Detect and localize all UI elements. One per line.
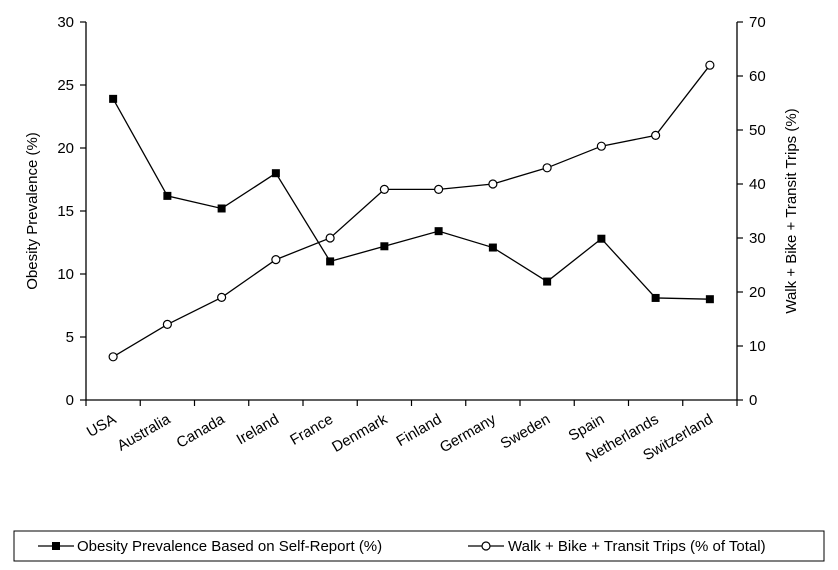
data-point-trips [596, 141, 606, 151]
data-point-trips [651, 130, 661, 140]
series-markers [108, 60, 715, 362]
left-axis-ticks: 0 5 10 15 20 25 30 [57, 14, 86, 409]
data-point-obesity [597, 234, 606, 243]
series-line-obesity [112, 98, 710, 300]
data-point-trips [217, 292, 227, 302]
legend: Obesity Prevalence Based on Self-Report … [13, 530, 825, 562]
series-lines [112, 64, 711, 358]
y-tick-label-left: 30 [57, 14, 74, 31]
right-axis-ticks: 0 10 20 30 40 50 60 70 [737, 14, 766, 409]
axes [85, 22, 738, 401]
data-point-trips [705, 60, 715, 70]
y-tick-label-right: 40 [749, 176, 766, 193]
x-tick-label: Sweden [498, 411, 553, 453]
x-tick-label: Australia [114, 410, 174, 454]
y-tick-label-right: 0 [749, 392, 757, 409]
y-tick-label-right: 50 [749, 122, 766, 139]
legend-marker-obesity [52, 542, 60, 550]
data-point-trips [325, 233, 335, 243]
data-point-obesity [163, 191, 172, 200]
data-point-obesity [326, 257, 335, 266]
data-point-obesity [651, 293, 660, 302]
data-point-trips [542, 163, 552, 173]
legend-marker-trips [481, 541, 491, 551]
y-tick-label-right: 70 [749, 14, 766, 31]
y-tick-label-left: 10 [57, 266, 74, 283]
y-tick-label-left: 15 [57, 203, 74, 220]
data-point-trips [488, 179, 498, 189]
legend-box [13, 530, 825, 562]
x-tick-label: Finland [394, 411, 445, 450]
x-tick-label: Canada [174, 410, 229, 451]
data-point-obesity [109, 94, 118, 103]
y-tick-label-right: 10 [749, 338, 766, 355]
y-tick-label-right: 60 [749, 68, 766, 85]
data-point-obesity [217, 204, 226, 213]
data-point-obesity [488, 243, 497, 252]
y-tick-label-left: 20 [57, 140, 74, 157]
data-point-obesity [271, 169, 280, 178]
data-point-obesity [543, 277, 552, 286]
x-tick-label: Ireland [234, 411, 282, 449]
x-tick-label: Spain [566, 411, 608, 445]
y-tick-label-left: 5 [66, 329, 74, 346]
y-tick-label-left: 25 [57, 77, 74, 94]
data-point-trips [108, 352, 118, 362]
x-tick-label: USA [84, 411, 119, 441]
data-point-obesity [380, 242, 389, 251]
data-point-trips [379, 184, 389, 194]
x-tick-label: Germany [437, 410, 499, 456]
y-axis-title-left: Obesity Prevalence (%) [24, 132, 41, 290]
x-tick-label: Denmark [329, 410, 391, 455]
x-tick-label: France [287, 411, 336, 449]
data-point-trips [162, 319, 172, 329]
y-tick-label-right: 20 [749, 284, 766, 301]
y-tick-label-right: 30 [749, 230, 766, 247]
series-line-trips [112, 64, 711, 358]
data-point-trips [271, 255, 281, 265]
data-point-obesity [434, 227, 443, 236]
y-axis-title-right: Walk + Bike + Transit Trips (%) [783, 108, 800, 313]
data-point-trips [434, 184, 444, 194]
legend-label-trips: Walk + Bike + Transit Trips (% of Total) [508, 538, 766, 555]
data-point-obesity [705, 295, 714, 304]
y-tick-label-left: 0 [66, 392, 74, 409]
legend-label-obesity: Obesity Prevalence Based on Self-Report … [77, 538, 382, 555]
